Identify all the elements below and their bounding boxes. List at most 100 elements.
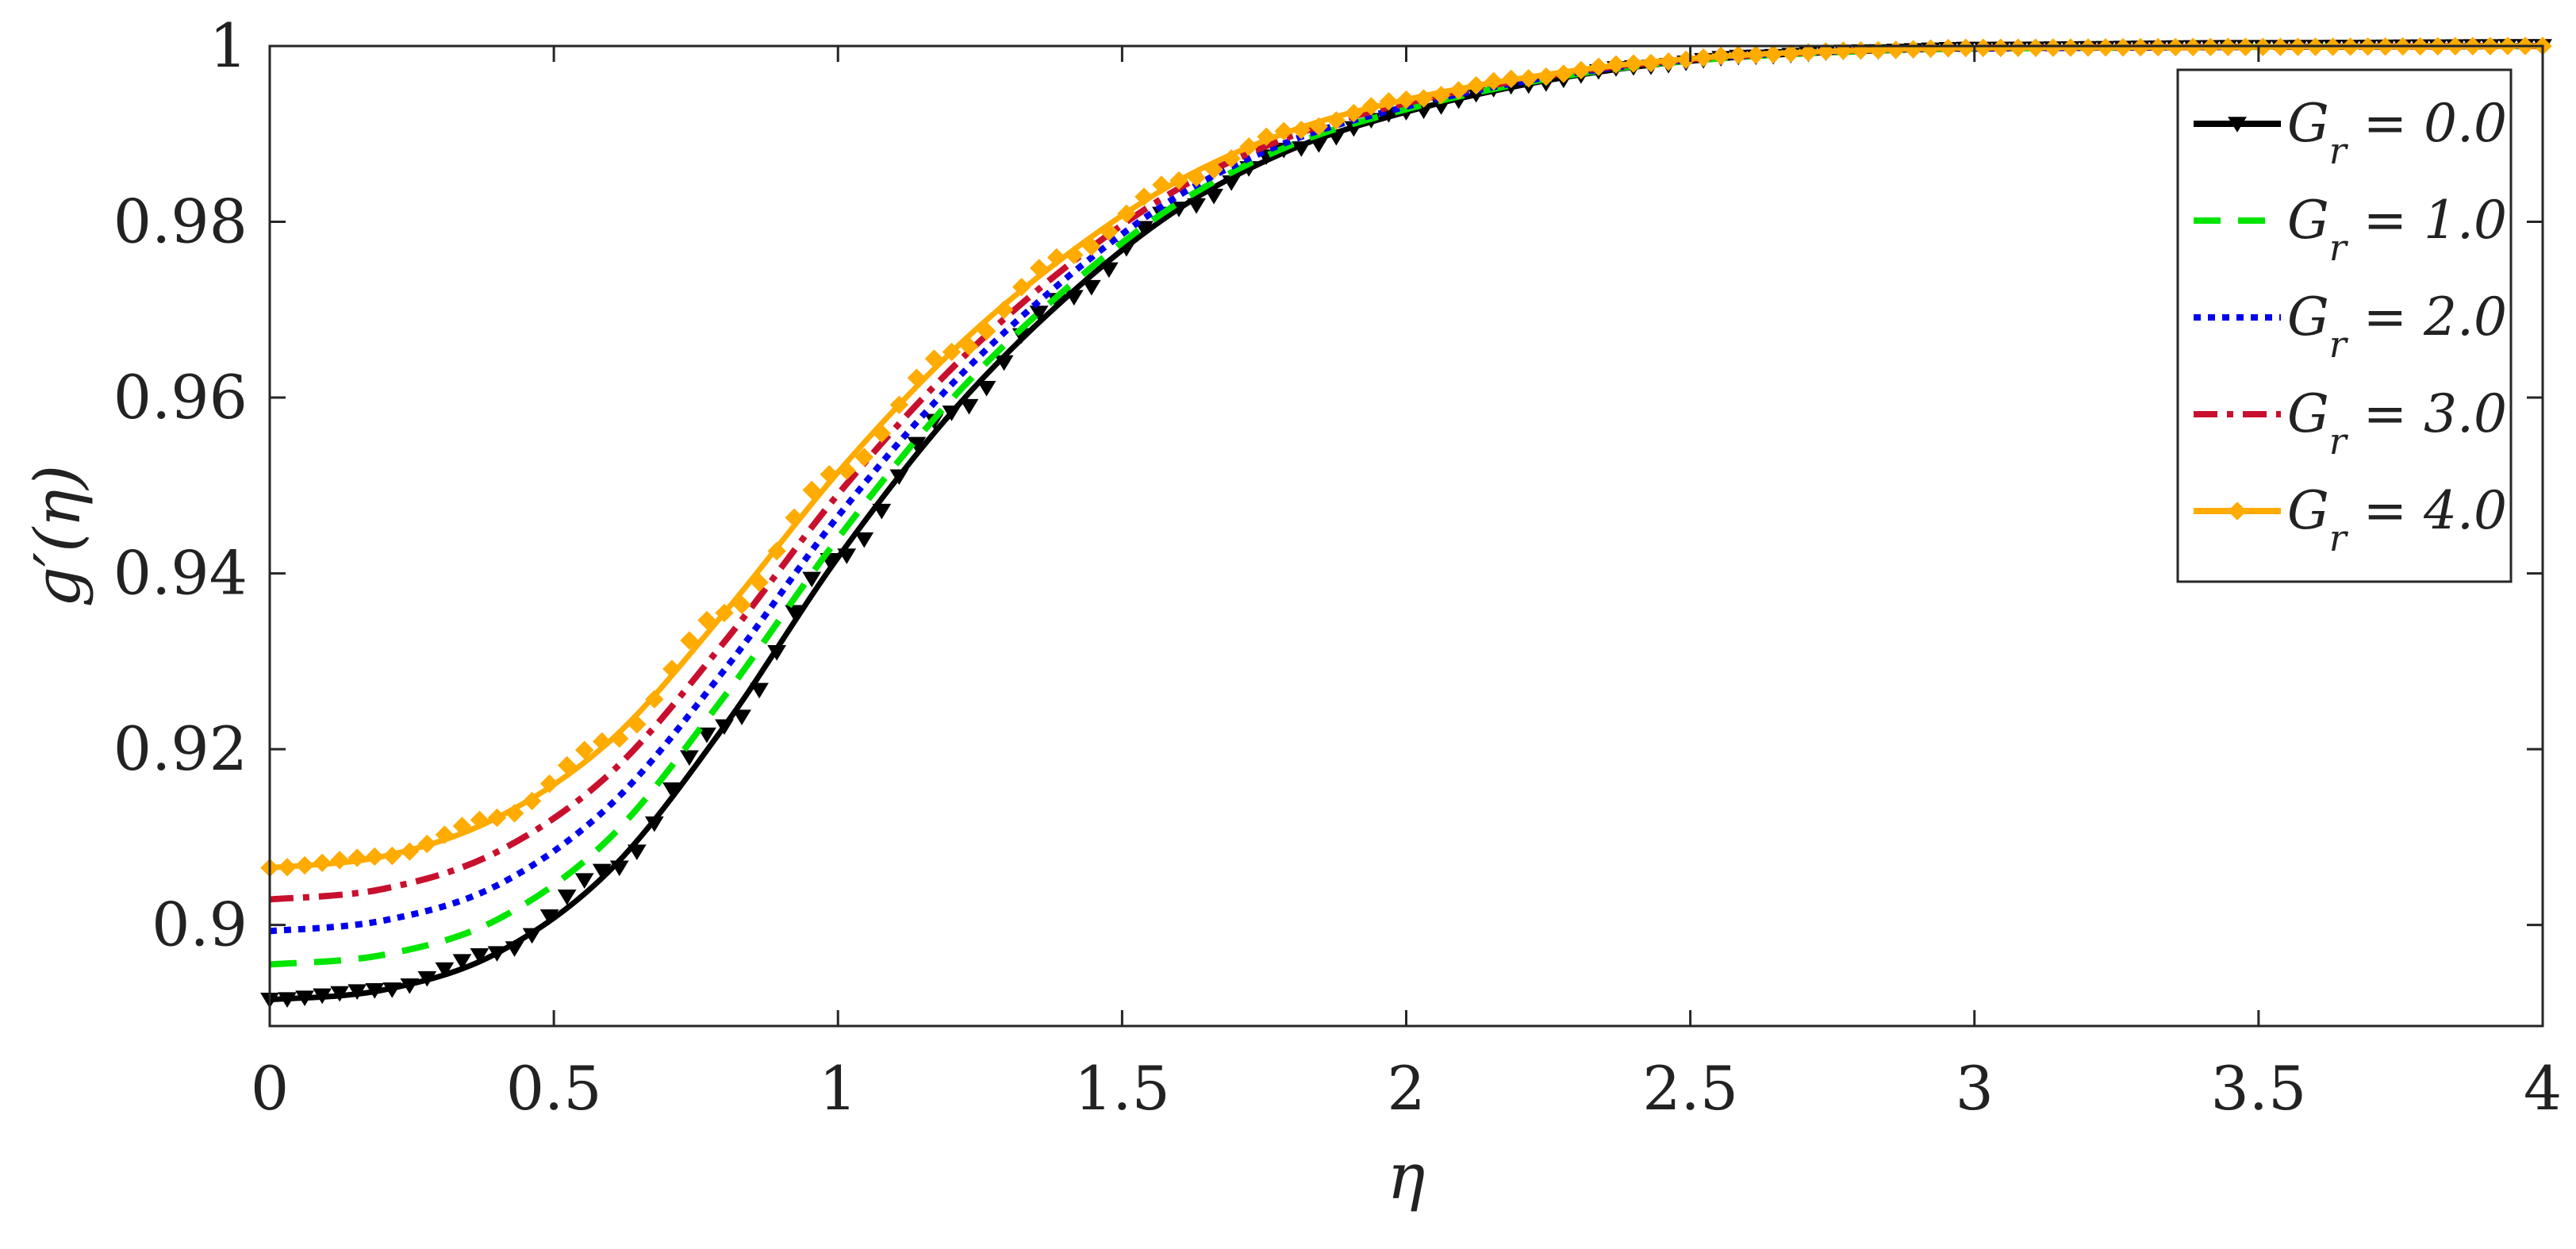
y-tick-label: 0.96 [113, 362, 248, 432]
marker-diamond [470, 810, 489, 829]
marker-diamond [2228, 502, 2247, 521]
y-tick-label: 0.98 [113, 186, 248, 257]
y-tick-label: 0.9 [152, 890, 248, 960]
x-tick-label: 1.5 [1074, 1053, 1170, 1124]
marker-diamond [365, 847, 384, 867]
marker-diamond [330, 851, 349, 870]
marker-diamond [645, 690, 664, 709]
marker-triangle-down [715, 719, 734, 736]
marker-diamond [539, 774, 559, 794]
marker-diamond [697, 610, 716, 630]
marker-triangle-down [872, 503, 892, 520]
marker-diamond [1799, 43, 1818, 62]
marker-diamond [820, 465, 839, 484]
marker-triangle-down [959, 398, 979, 415]
legend-entry: Gr = 3.0 [2194, 383, 2507, 463]
marker-diamond [1047, 248, 1066, 267]
marker-diamond [1502, 69, 1521, 89]
marker-diamond [767, 541, 786, 561]
legend-label: Gr = 0.0 [2287, 93, 2507, 172]
marker-diamond [417, 834, 437, 854]
marker-diamond [1589, 57, 1608, 76]
legend-box [2176, 68, 2513, 583]
marker-diamond [1065, 245, 1084, 265]
x-tick-label: 0 [251, 1053, 289, 1124]
marker-diamond [382, 846, 401, 866]
marker-diamond [278, 858, 297, 877]
marker-triangle-down [837, 548, 857, 564]
legend-label: Gr = 3.0 [2287, 383, 2507, 463]
marker-triangle-down [1081, 279, 1101, 296]
marker-diamond [1274, 121, 1293, 140]
marker-diamond [2113, 37, 2133, 57]
x-tick-label: 2.5 [1642, 1053, 1738, 1124]
marker-diamond [680, 631, 699, 650]
marker-triangle-down [505, 941, 524, 957]
legend-label: Gr = 1.0 [2287, 190, 2507, 269]
marker-diamond [1572, 60, 1591, 80]
marker-diamond [1239, 136, 1258, 156]
marker-diamond [1519, 69, 1538, 88]
marker-diamond [1012, 277, 1031, 297]
marker-diamond [750, 573, 769, 592]
legend-label: Gr = 2.0 [2287, 286, 2507, 366]
marker-diamond [628, 715, 647, 734]
marker-diamond [977, 321, 996, 341]
marker-diamond [347, 848, 367, 867]
marker-diamond [1082, 237, 1101, 256]
marker-diamond [889, 395, 909, 414]
marker-triangle-down [347, 984, 367, 1000]
x-tick-label: 4 [2524, 1053, 2562, 1124]
x-tick-label: 1 [819, 1053, 857, 1124]
marker-triangle-down [417, 970, 437, 987]
y-tick-label: 0.94 [113, 538, 248, 609]
marker-diamond [924, 349, 944, 368]
marker-diamond [452, 817, 472, 836]
marker-diamond [1169, 171, 1188, 190]
tick-layer: 0 0.5 1 1.5 2 2.5 3 3.5 4 0.9 0.92 0.94 0.96 0.98 1 [113, 10, 2562, 1124]
marker-triangle-down [487, 946, 507, 962]
marker-triangle-down [330, 986, 350, 1002]
marker-diamond [557, 755, 577, 775]
marker-diamond [1624, 54, 1643, 73]
legend-entry: Gr = 1.0 [2194, 190, 2507, 269]
marker-diamond [1449, 81, 1468, 100]
marker-triangle-down [1204, 188, 1223, 205]
marker-diamond [872, 424, 892, 443]
y-tick-label: 1 [209, 10, 248, 81]
marker-triangle-down [994, 355, 1014, 371]
marker-triangle-down [539, 909, 559, 925]
marker-triangle-down [1292, 141, 1311, 157]
marker-triangle-down [2228, 117, 2247, 133]
marker-diamond [295, 855, 314, 875]
marker-triangle-down [1099, 262, 1119, 279]
marker-diamond [994, 300, 1014, 320]
marker-diamond [1396, 90, 1416, 110]
marker-triangle-down [889, 469, 909, 486]
marker-diamond [1292, 121, 1311, 140]
marker-diamond [1431, 86, 1451, 105]
legend: Gr = 0.0 Gr = 1.0 Gr = 2.0 Gr = 3.0 Gr = 4.0 [2176, 68, 2513, 583]
marker-triangle-down [750, 682, 769, 699]
marker-triangle-down [382, 982, 402, 998]
marker-diamond [2009, 38, 2028, 57]
series-40 [260, 37, 2552, 878]
marker-diamond [1607, 55, 1626, 74]
marker-triangle-down [942, 405, 962, 421]
marker-diamond [854, 448, 874, 467]
marker-diamond [1379, 92, 1399, 111]
legend-entry: Gr = 0.0 [2194, 93, 2507, 172]
marker-diamond [907, 368, 927, 387]
marker-diamond [1764, 44, 1783, 64]
marker-triangle-down [1326, 129, 1346, 146]
marker-diamond [662, 659, 681, 678]
marker-triangle-down [295, 990, 314, 1007]
series-layer [260, 37, 2552, 1009]
legend-entry: Gr = 2.0 [2194, 286, 2507, 366]
marker-diamond [802, 480, 821, 500]
legend-label: Gr = 4.0 [2287, 480, 2507, 559]
marker-diamond [1187, 168, 1206, 187]
marker-triangle-down [1064, 290, 1084, 306]
marker-diamond [435, 825, 455, 844]
